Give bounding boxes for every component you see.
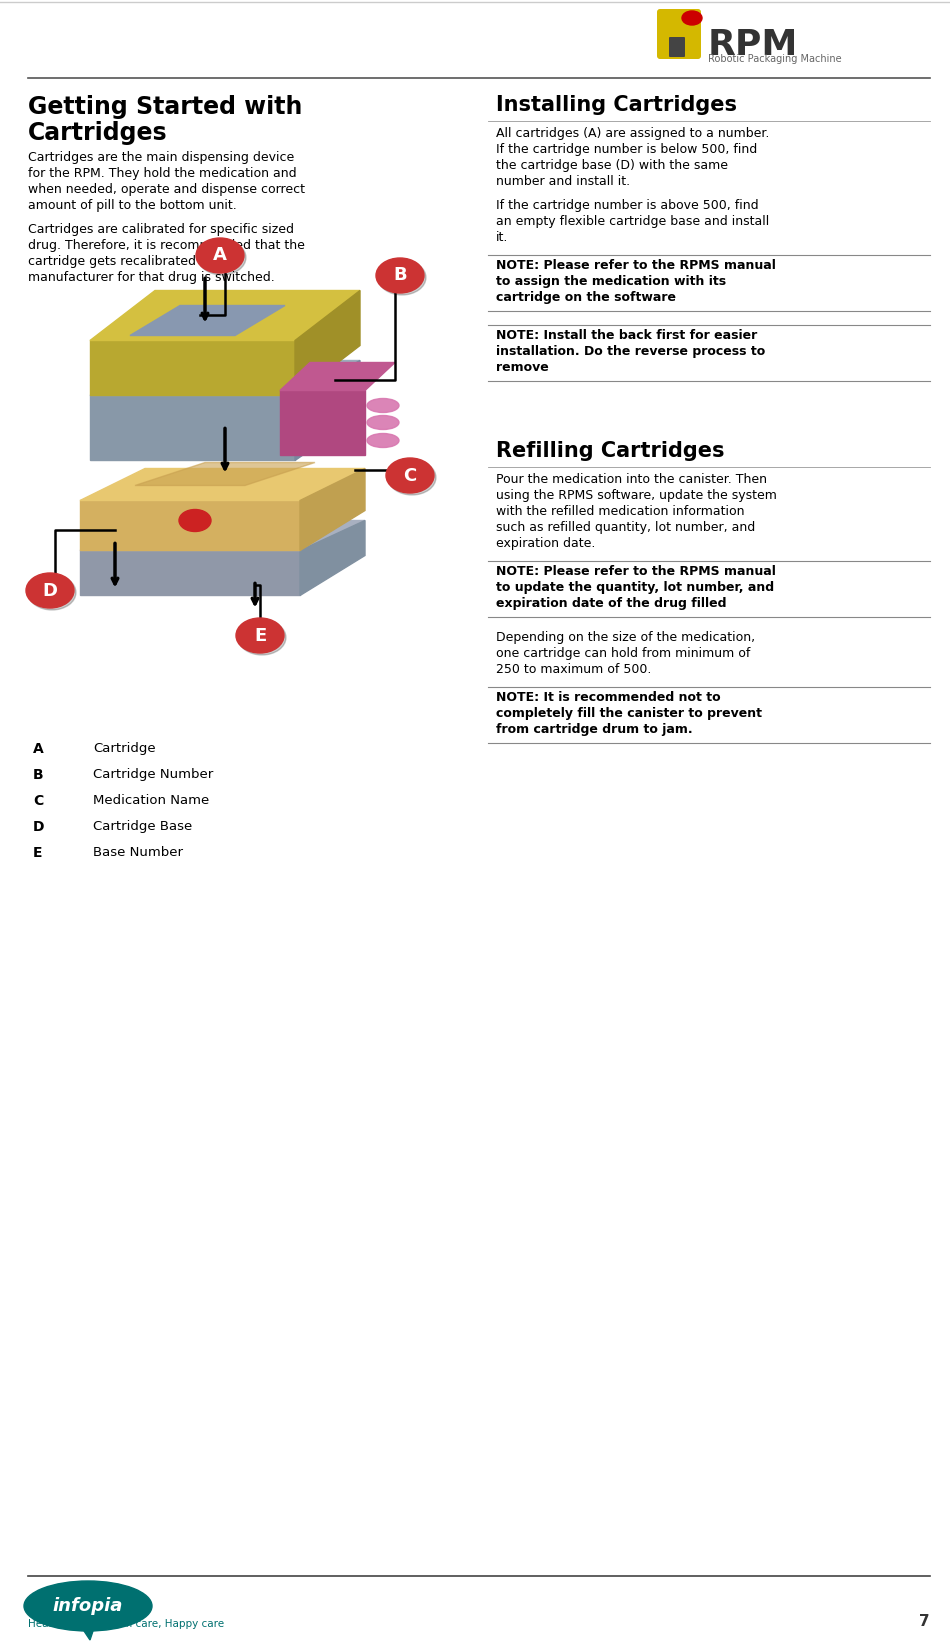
Text: If the cartridge number is below 500, find: If the cartridge number is below 500, fi… — [496, 143, 757, 156]
Text: for the RPM. They hold the medication and: for the RPM. They hold the medication an… — [28, 168, 296, 179]
Text: Refilling Cartridges: Refilling Cartridges — [496, 441, 725, 460]
Text: from cartridge drum to jam.: from cartridge drum to jam. — [496, 723, 693, 737]
Polygon shape — [80, 551, 300, 595]
Polygon shape — [130, 306, 285, 335]
Text: an empty flexible cartridge base and install: an empty flexible cartridge base and ins… — [496, 215, 770, 229]
Text: Depending on the size of the medication,: Depending on the size of the medication, — [496, 631, 755, 644]
Text: Medication Name: Medication Name — [93, 794, 209, 807]
Text: expiration date.: expiration date. — [496, 538, 596, 551]
Ellipse shape — [236, 618, 284, 653]
FancyBboxPatch shape — [669, 38, 685, 58]
Text: it.: it. — [496, 232, 508, 243]
Ellipse shape — [388, 460, 436, 495]
Text: the cartridge base (D) with the same: the cartridge base (D) with the same — [496, 159, 728, 173]
Polygon shape — [80, 500, 300, 551]
Text: NOTE: Install the back first for easier: NOTE: Install the back first for easier — [496, 329, 757, 342]
Text: to assign the medication with its: to assign the medication with its — [496, 275, 726, 288]
Text: Cartridges: Cartridges — [28, 122, 167, 145]
Text: Robotic Packaging Machine: Robotic Packaging Machine — [708, 54, 842, 64]
Text: when needed, operate and dispense correct: when needed, operate and dispense correc… — [28, 182, 305, 196]
Text: cartridge on the software: cartridge on the software — [496, 291, 676, 304]
Polygon shape — [90, 360, 360, 396]
Text: one cartridge can hold from minimum of: one cartridge can hold from minimum of — [496, 648, 750, 659]
Text: number and install it.: number and install it. — [496, 174, 630, 187]
Ellipse shape — [198, 240, 246, 275]
Polygon shape — [135, 462, 315, 485]
Polygon shape — [80, 521, 365, 551]
Text: RPM: RPM — [708, 28, 798, 62]
Text: If the cartridge number is above 500, find: If the cartridge number is above 500, fi… — [496, 199, 759, 212]
Polygon shape — [90, 291, 360, 340]
Text: B: B — [33, 768, 44, 783]
Text: Cartridges are the main dispensing device: Cartridges are the main dispensing devic… — [28, 151, 294, 164]
Text: cartridge gets recalibrated if the: cartridge gets recalibrated if the — [28, 255, 233, 268]
Ellipse shape — [196, 238, 244, 273]
Text: installation. Do the reverse process to: installation. Do the reverse process to — [496, 345, 766, 358]
Text: expiration date of the drug filled: expiration date of the drug filled — [496, 597, 727, 610]
Ellipse shape — [179, 510, 211, 531]
Polygon shape — [82, 1628, 94, 1641]
Ellipse shape — [238, 620, 286, 654]
Text: with the refilled medication information: with the refilled medication information — [496, 505, 745, 518]
Polygon shape — [300, 469, 365, 551]
Text: Cartridge Number: Cartridge Number — [93, 768, 213, 781]
Text: A: A — [213, 247, 227, 265]
Text: All cartridges (A) are assigned to a number.: All cartridges (A) are assigned to a num… — [496, 127, 770, 140]
Text: E: E — [254, 626, 266, 644]
Text: Installing Cartridges: Installing Cartridges — [496, 95, 737, 115]
Polygon shape — [280, 391, 365, 455]
Polygon shape — [280, 362, 395, 391]
Text: Cartridges are calibrated for specific sized: Cartridges are calibrated for specific s… — [28, 224, 294, 237]
Text: Getting Started with: Getting Started with — [28, 95, 302, 118]
Text: remove: remove — [496, 362, 549, 373]
Text: Pour the medication into the canister. Then: Pour the medication into the canister. T… — [496, 473, 767, 487]
Text: B: B — [393, 266, 407, 284]
Text: D: D — [43, 582, 58, 600]
Ellipse shape — [28, 575, 76, 610]
Ellipse shape — [378, 260, 426, 294]
Text: completely fill the canister to prevent: completely fill the canister to prevent — [496, 707, 762, 720]
Ellipse shape — [26, 574, 74, 608]
Ellipse shape — [386, 459, 434, 493]
FancyBboxPatch shape — [657, 8, 701, 59]
Text: Health care, Human care, Happy care: Health care, Human care, Happy care — [28, 1619, 224, 1629]
Text: amount of pill to the bottom unit.: amount of pill to the bottom unit. — [28, 199, 237, 212]
Text: 250 to maximum of 500.: 250 to maximum of 500. — [496, 663, 652, 676]
Ellipse shape — [376, 258, 424, 293]
Text: C: C — [404, 467, 417, 485]
Text: NOTE: Please refer to the RPMS manual: NOTE: Please refer to the RPMS manual — [496, 566, 776, 579]
Text: D: D — [33, 820, 45, 834]
Text: manufacturer for that drug is switched.: manufacturer for that drug is switched. — [28, 271, 275, 284]
Polygon shape — [300, 521, 365, 595]
Text: E: E — [33, 847, 43, 860]
Polygon shape — [90, 396, 295, 460]
Polygon shape — [295, 291, 360, 396]
Text: such as refilled quantity, lot number, and: such as refilled quantity, lot number, a… — [496, 521, 755, 534]
Polygon shape — [80, 469, 365, 500]
Ellipse shape — [367, 416, 399, 429]
Text: A: A — [33, 741, 44, 756]
Polygon shape — [295, 360, 360, 460]
Text: Cartridge Base: Cartridge Base — [93, 820, 192, 834]
Text: 7: 7 — [920, 1614, 930, 1629]
Text: C: C — [33, 794, 44, 807]
Ellipse shape — [367, 434, 399, 447]
Polygon shape — [90, 340, 295, 396]
Text: drug. Therefore, it is recommended that the: drug. Therefore, it is recommended that … — [28, 238, 305, 252]
Text: Base Number: Base Number — [93, 847, 183, 860]
Text: to update the quantity, lot number, and: to update the quantity, lot number, and — [496, 580, 774, 593]
Ellipse shape — [24, 1582, 152, 1631]
Ellipse shape — [367, 398, 399, 413]
Text: infopia: infopia — [53, 1596, 124, 1614]
Text: using the RPMS software, update the system: using the RPMS software, update the syst… — [496, 488, 777, 501]
Ellipse shape — [682, 12, 702, 25]
Text: NOTE: Please refer to the RPMS manual: NOTE: Please refer to the RPMS manual — [496, 260, 776, 271]
Text: NOTE: It is recommended not to: NOTE: It is recommended not to — [496, 690, 721, 704]
Text: Cartridge: Cartridge — [93, 741, 156, 755]
